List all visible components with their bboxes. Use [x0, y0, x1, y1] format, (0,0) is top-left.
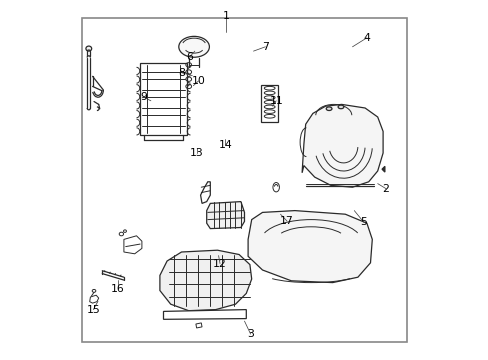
Polygon shape: [206, 202, 244, 229]
Polygon shape: [261, 85, 277, 122]
Text: 3: 3: [246, 329, 254, 339]
Polygon shape: [200, 182, 210, 203]
Text: 15: 15: [86, 305, 100, 315]
Polygon shape: [160, 250, 251, 311]
Polygon shape: [140, 63, 186, 135]
Text: 14: 14: [218, 140, 232, 150]
Ellipse shape: [86, 46, 91, 51]
Polygon shape: [123, 236, 142, 254]
Text: 1: 1: [222, 11, 229, 21]
Text: 13: 13: [190, 148, 203, 158]
Text: 7: 7: [262, 42, 268, 52]
Text: 8: 8: [178, 68, 184, 78]
Polygon shape: [247, 211, 371, 283]
Text: 16: 16: [111, 284, 124, 294]
Ellipse shape: [123, 230, 126, 233]
Text: 17: 17: [280, 216, 293, 226]
Ellipse shape: [337, 105, 343, 109]
Ellipse shape: [119, 232, 123, 236]
Polygon shape: [89, 295, 99, 303]
Ellipse shape: [272, 183, 279, 192]
Text: 4: 4: [363, 33, 369, 43]
Ellipse shape: [179, 36, 209, 57]
Ellipse shape: [325, 107, 331, 111]
Ellipse shape: [92, 289, 96, 292]
Polygon shape: [302, 104, 382, 187]
Polygon shape: [381, 166, 384, 172]
Polygon shape: [163, 310, 246, 319]
Polygon shape: [196, 323, 202, 328]
Text: 10: 10: [191, 76, 205, 86]
Text: 6: 6: [186, 52, 193, 62]
Text: 11: 11: [269, 96, 283, 106]
Text: 2: 2: [382, 184, 388, 194]
Text: 5: 5: [360, 217, 366, 228]
Text: 12: 12: [213, 258, 226, 269]
Text: 9: 9: [140, 92, 147, 102]
